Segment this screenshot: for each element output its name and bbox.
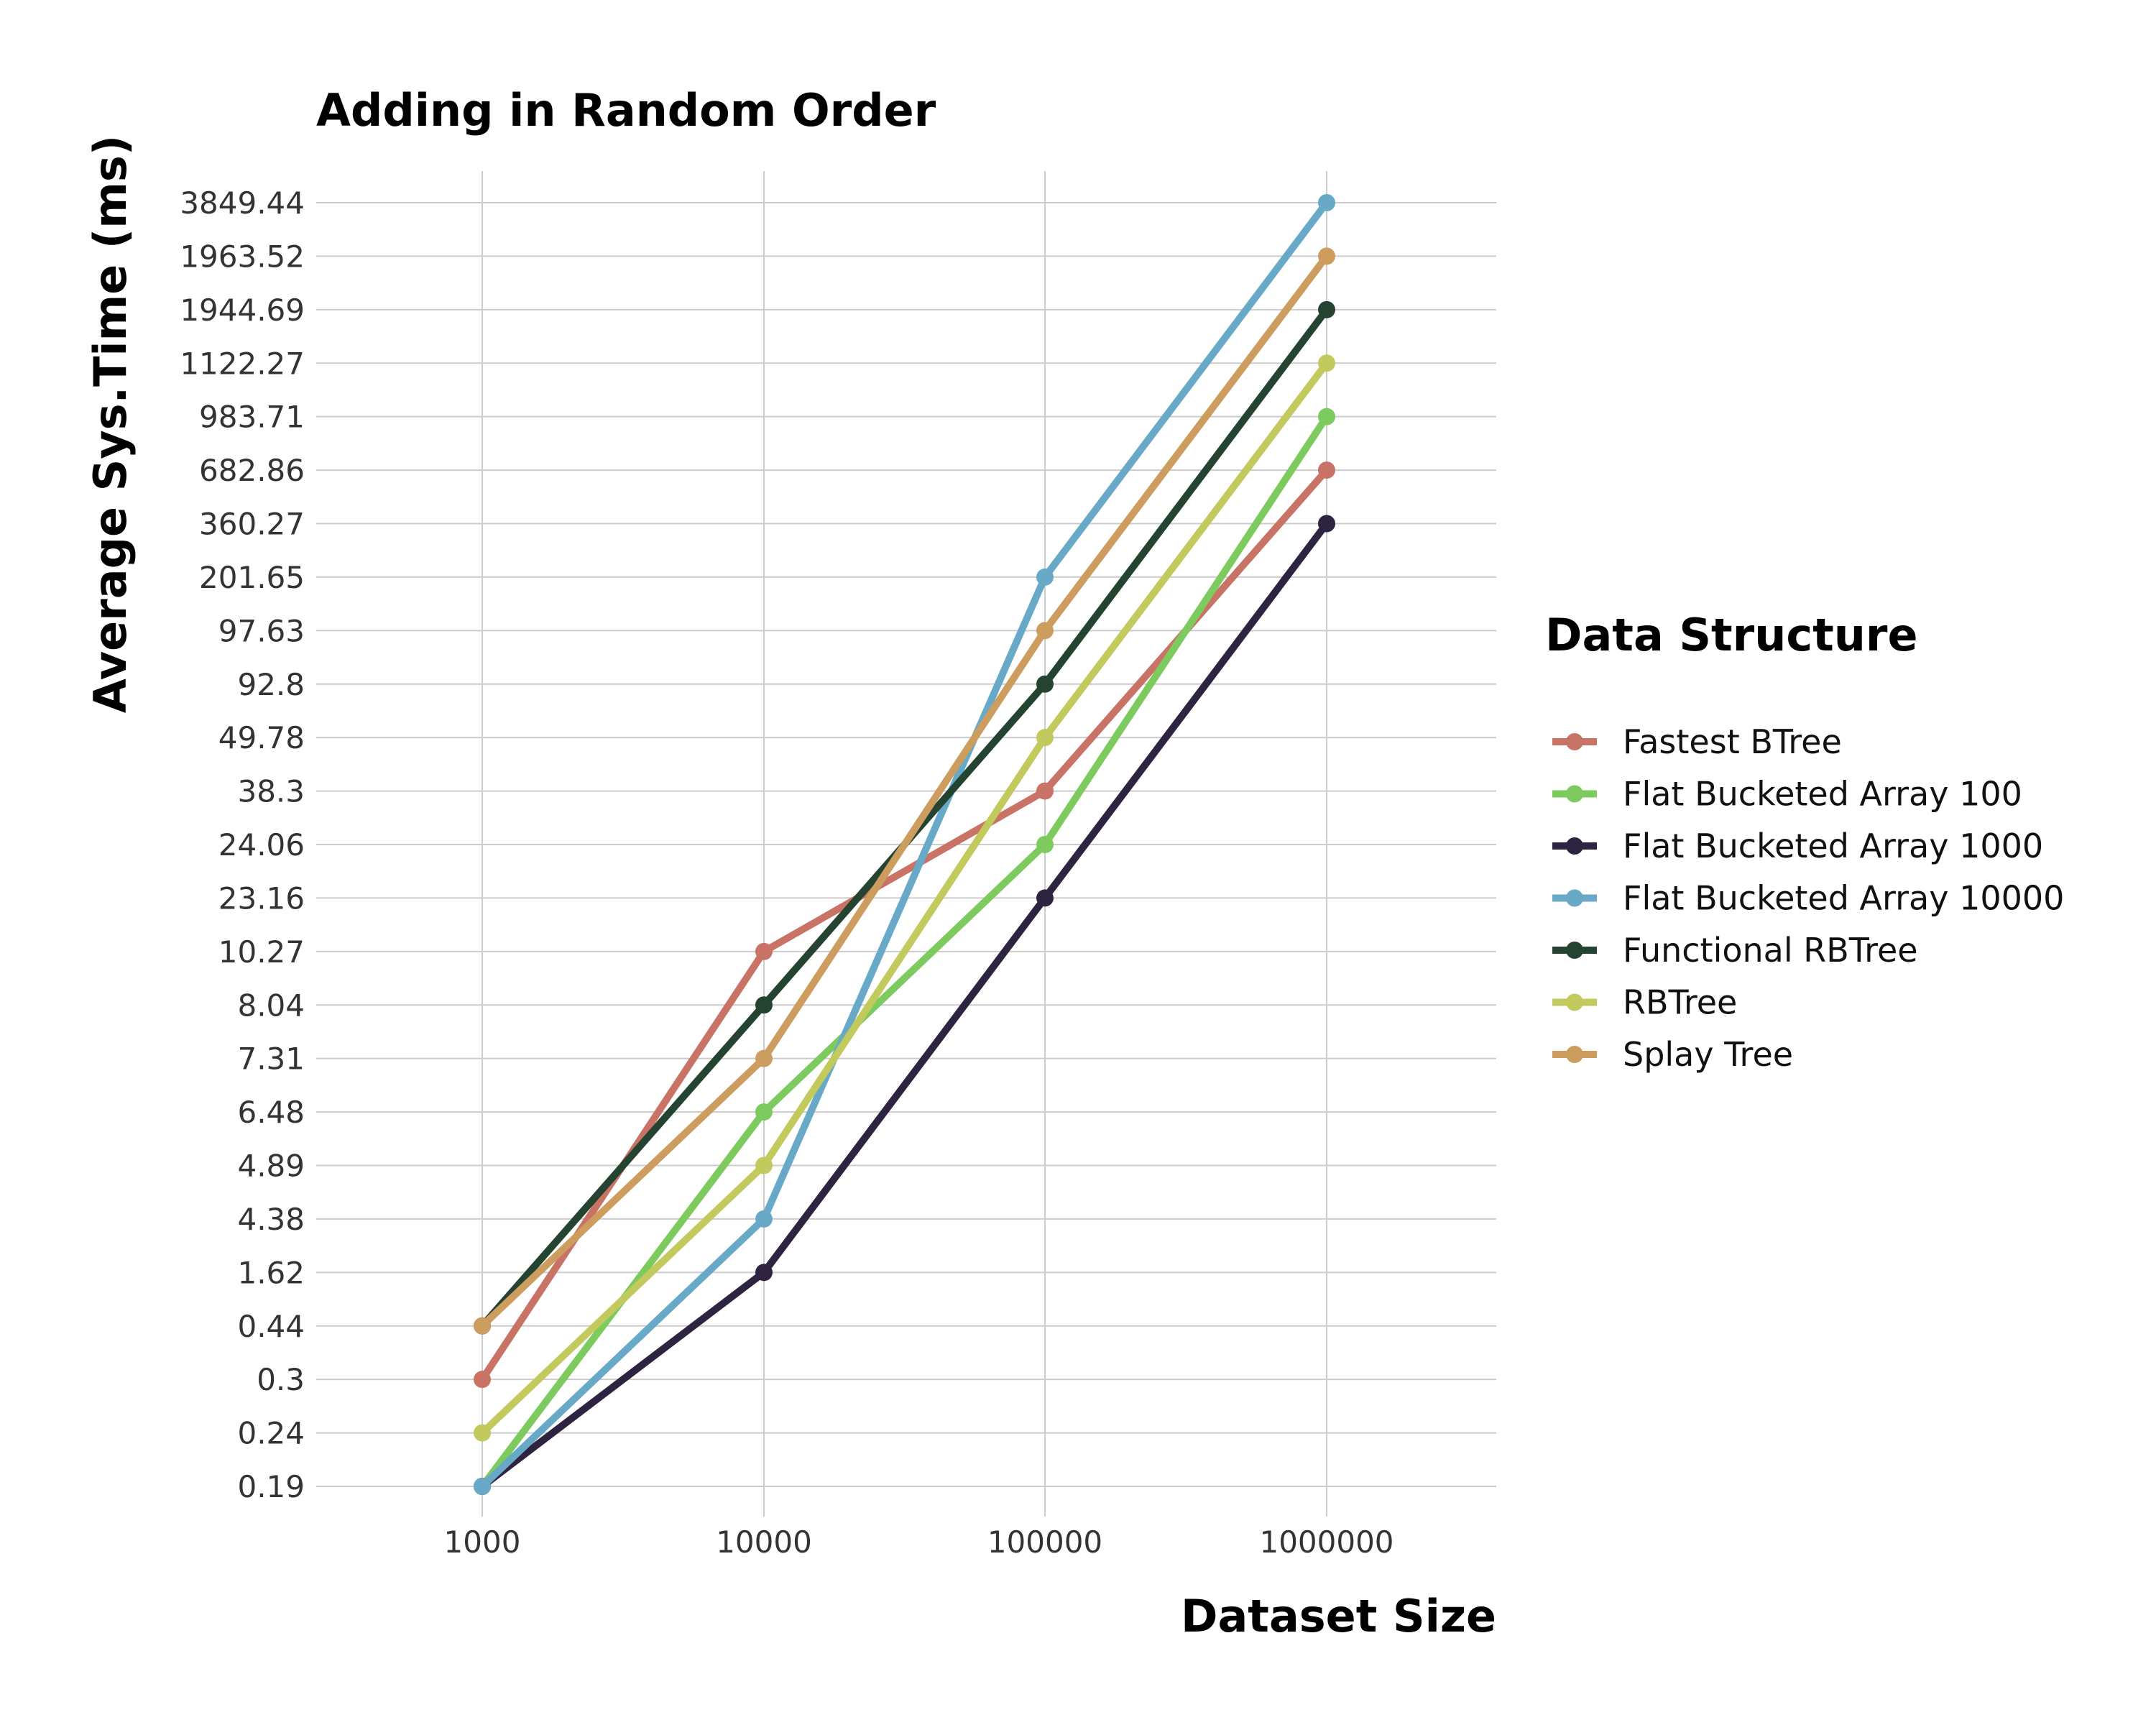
- data-point: [755, 1156, 773, 1174]
- series-line: [479, 520, 1330, 1490]
- legend-key-point: [1566, 733, 1583, 750]
- data-point: [474, 1424, 491, 1442]
- series-line: [479, 359, 1330, 1437]
- data-point: [755, 996, 773, 1014]
- data-point: [1318, 194, 1335, 211]
- data-point: [755, 1210, 773, 1228]
- data-point: [1318, 354, 1335, 372]
- legend-item-label: Flat Bucketed Array 100: [1623, 775, 2022, 814]
- data-point: [1036, 782, 1054, 800]
- legend-title: Data Structure: [1545, 609, 1918, 661]
- y-tick-label: 1122.27: [180, 346, 305, 381]
- data-point: [1318, 515, 1335, 533]
- legend-key-point: [1566, 889, 1583, 907]
- y-tick-label: 23.16: [218, 880, 305, 916]
- data-point: [1036, 568, 1054, 586]
- x-axis-tick-labels: 1000 10000 100000 1000000: [444, 1524, 1394, 1560]
- y-tick-label: 0.44: [237, 1309, 305, 1344]
- legend: Data Structure Fastest BTree Flat Buckete…: [1545, 609, 2064, 1074]
- data-point: [474, 1317, 491, 1335]
- y-tick-label: 682.86: [199, 453, 305, 488]
- series-line: [479, 199, 1330, 1490]
- y-tick-label: 6.48: [237, 1095, 305, 1130]
- legend-item-label: Fastest BTree: [1623, 722, 1842, 761]
- chart-title: Adding in Random Order: [316, 84, 936, 137]
- y-tick-label: 0.24: [237, 1416, 305, 1451]
- x-tick-label: 1000: [444, 1524, 521, 1560]
- y-tick-label: 92.8: [237, 667, 305, 702]
- legend-item-label: Splay Tree: [1623, 1035, 1793, 1074]
- data-point: [1036, 836, 1054, 853]
- y-tick-label: 38.3: [237, 774, 305, 809]
- y-tick-label: 4.38: [237, 1202, 305, 1237]
- legend-items: Fastest BTree Flat Bucketed Array 100 Flat…: [1552, 722, 2064, 1074]
- data-point: [1036, 622, 1054, 640]
- data-point: [1036, 729, 1054, 747]
- data-point: [1318, 461, 1335, 479]
- x-axis-title: Dataset Size: [1181, 1590, 1496, 1642]
- legend-item-label: Flat Bucketed Array 10000: [1623, 879, 2064, 918]
- data-point: [755, 942, 773, 960]
- data-point: [1036, 675, 1054, 693]
- series-points: [474, 194, 1335, 1495]
- legend-item-label: Flat Bucketed Array 1000: [1623, 827, 2043, 865]
- legend-key-point: [1566, 1046, 1583, 1063]
- data-point: [1318, 300, 1335, 318]
- x-tick-label: 1000000: [1259, 1524, 1393, 1560]
- series-line: [479, 252, 1330, 1330]
- data-point: [755, 1103, 773, 1121]
- data-point: [1318, 408, 1335, 426]
- data-point: [474, 1478, 491, 1495]
- y-tick-label: 7.31: [237, 1041, 305, 1077]
- data-point: [1318, 247, 1335, 265]
- y-tick-label: 1944.69: [180, 293, 305, 328]
- y-tick-label: 1.62: [237, 1255, 305, 1290]
- y-tick-label: 24.06: [218, 827, 305, 862]
- y-tick-label: 1963.52: [180, 239, 305, 274]
- series-lines: [479, 199, 1330, 1490]
- y-tick-label: 360.27: [199, 507, 305, 542]
- y-tick-label: 10.27: [218, 934, 305, 970]
- legend-key-point: [1566, 837, 1583, 855]
- y-tick-label: 983.71: [199, 400, 305, 435]
- series-line: [479, 305, 1330, 1330]
- y-tick-label: 201.65: [199, 560, 305, 595]
- y-tick-label: 49.78: [218, 720, 305, 755]
- legend-item-label: RBTree: [1623, 983, 1737, 1022]
- data-point: [755, 1049, 773, 1067]
- legend-key-point: [1566, 993, 1583, 1011]
- legend-key-point: [1566, 942, 1583, 959]
- x-tick-label: 10000: [716, 1524, 812, 1560]
- y-tick-label: 97.63: [218, 613, 305, 648]
- y-tick-label: 0.19: [237, 1469, 305, 1504]
- y-axis-tick-labels: 0.19 0.24 0.3 0.44 1.62 4.38 4.89 6.48 7.31 8.04 1…: [180, 185, 305, 1504]
- y-tick-label: 3849.44: [180, 185, 305, 221]
- y-tick-label: 0.3: [257, 1362, 305, 1397]
- data-point: [474, 1371, 491, 1389]
- y-tick-label: 8.04: [237, 988, 305, 1023]
- legend-key-point: [1566, 785, 1583, 803]
- legend-item-label: Functional RBTree: [1623, 931, 1918, 970]
- y-tick-label: 4.89: [237, 1149, 305, 1184]
- data-point: [1036, 889, 1054, 907]
- data-point: [755, 1264, 773, 1282]
- y-axis-title: Average Sys.Time (ms): [84, 135, 137, 713]
- x-tick-label: 100000: [987, 1524, 1102, 1560]
